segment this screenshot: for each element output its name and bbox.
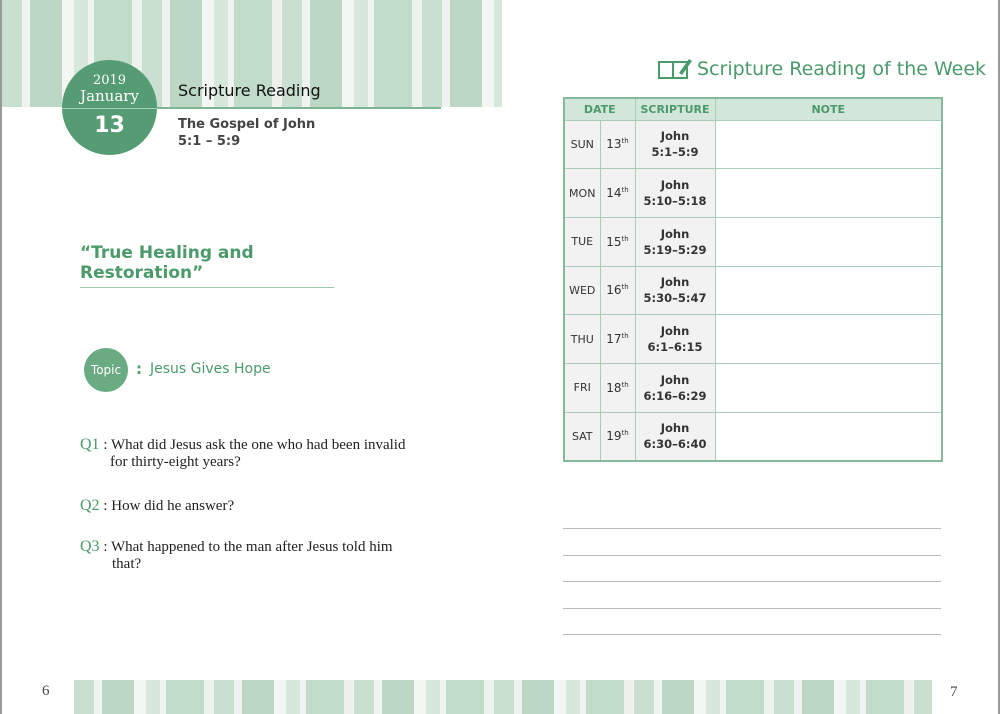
date: 16th (599, 265, 636, 316)
note-cell[interactable] (714, 265, 943, 316)
scripture-ref: John 5:10–5:18 (634, 168, 716, 218)
weekly-reading-table: DATE SCRIPTURE NOTE SUN 13th John 5:1–5:9… (563, 97, 943, 462)
page-number-right: 7 (950, 684, 958, 700)
note-cell[interactable] (714, 216, 943, 267)
scripture-ref: John 6:30–6:40 (634, 411, 716, 462)
page-number-left: 6 (42, 683, 50, 699)
question-2: Q2 : How did he answer? (80, 497, 235, 514)
table-row: FRI 18th John 6:16–6:29 (563, 362, 943, 413)
note-cell[interactable] (714, 314, 943, 364)
weekday: TUE (563, 216, 601, 267)
weekday: MON (563, 168, 601, 218)
date: 13th (599, 119, 636, 170)
topic: Jesus Gives Hope (150, 361, 271, 377)
note-cell[interactable] (714, 119, 943, 170)
topic-separator: : (136, 360, 142, 378)
date: 15th (599, 216, 636, 267)
date: 18th (599, 362, 636, 413)
weekday: SAT (563, 411, 601, 462)
date: 19th (599, 411, 636, 462)
month: January (80, 87, 139, 105)
section-header: Scripture Reading (178, 81, 321, 100)
header-note: NOTE (714, 97, 943, 121)
sermon-title: “True Healing and Restoration” (80, 243, 334, 288)
header-scripture: SCRIPTURE (634, 97, 716, 121)
scripture-ref: John 6:16–6:29 (634, 362, 716, 413)
table-row: THU 17th John 6:1–6:15 (563, 314, 943, 364)
week-title: Scripture Reading of the Week (697, 58, 987, 80)
book-pen-icon (658, 59, 692, 79)
note-cell[interactable] (714, 411, 943, 462)
date-circle: 2019 January 13 (62, 60, 157, 155)
scripture-ref: John 5:30–5:47 (634, 265, 716, 316)
table-row: TUE 15th John 5:19–5:29 (563, 216, 943, 267)
header-date: DATE (563, 97, 636, 121)
weekday: SUN (563, 119, 601, 170)
note-cell[interactable] (714, 168, 943, 218)
date: 17th (599, 314, 636, 364)
table-row: WED 16th John 5:30–5:47 (563, 265, 943, 316)
book: The Gospel of John (178, 117, 316, 132)
table-row: MON 14th John 5:10–5:18 (563, 168, 943, 218)
scripture-ref: John 5:1–5:9 (634, 119, 716, 170)
header-rule (157, 107, 441, 109)
year: 2019 (92, 73, 127, 88)
passage: 5:1 – 5:9 (178, 134, 241, 149)
weekday: THU (563, 314, 601, 364)
question-1: Q1 : What did Jesus ask the one who had … (80, 436, 406, 470)
weekday: FRI (563, 362, 601, 413)
question-3: Q3 : What happened to the man after Jesu… (80, 538, 393, 572)
table-row: SUN 13th John 5:1–5:9 (563, 119, 943, 170)
table-row: SAT 19th John 6:30–6:40 (563, 411, 943, 462)
note-cell[interactable] (714, 362, 943, 413)
date: 14th (599, 168, 636, 218)
bottom-stripe-banner (74, 680, 932, 714)
scripture-ref: John 6:1–6:15 (634, 314, 716, 364)
weekday: WED (563, 265, 601, 316)
topic-badge: Topic (84, 348, 128, 392)
day: 13 (94, 113, 125, 138)
scripture-ref: John 5:19–5:29 (634, 216, 716, 267)
